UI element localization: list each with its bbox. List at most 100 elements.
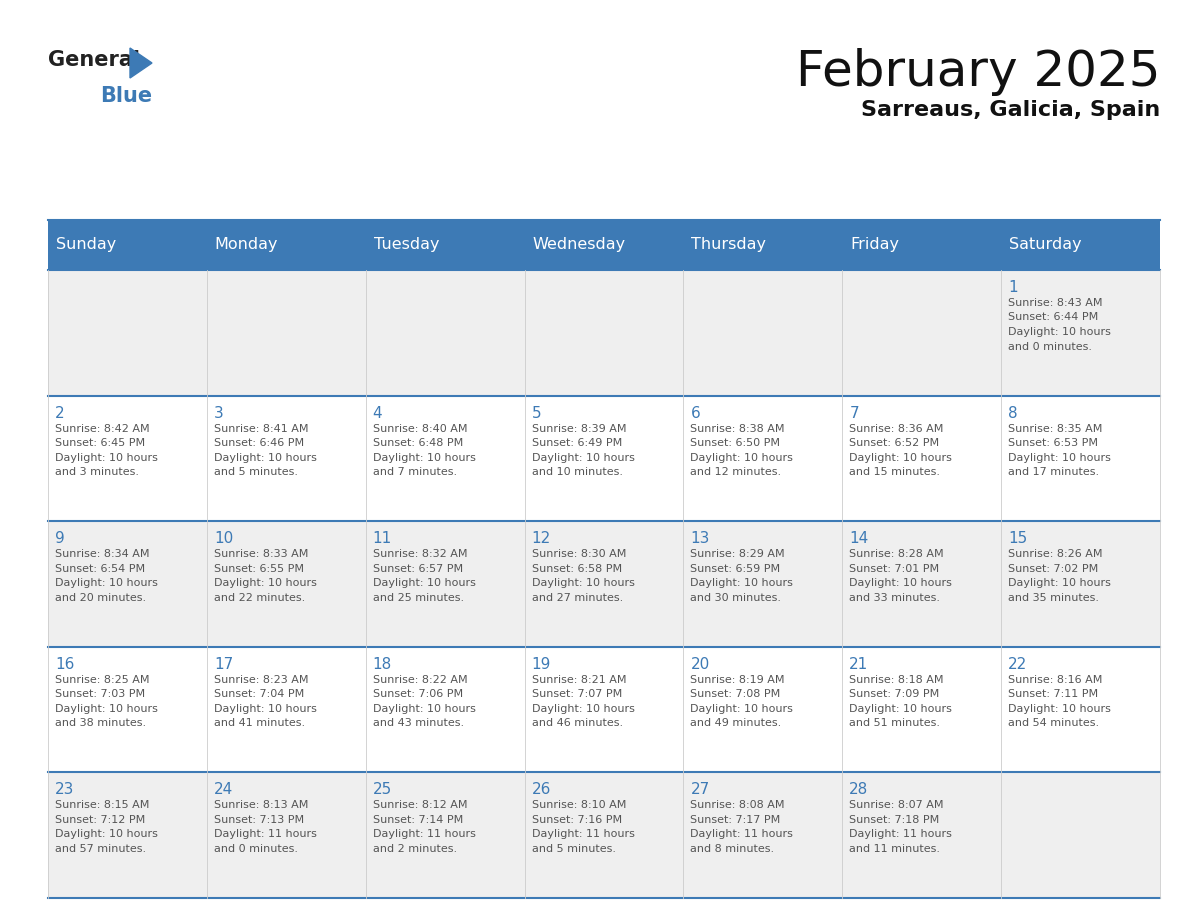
Text: and 7 minutes.: and 7 minutes. (373, 467, 457, 477)
Text: 17: 17 (214, 656, 233, 672)
Text: Sunrise: 8:28 AM: Sunrise: 8:28 AM (849, 549, 944, 559)
Text: Sunrise: 8:22 AM: Sunrise: 8:22 AM (373, 675, 467, 685)
Text: Daylight: 10 hours: Daylight: 10 hours (55, 829, 158, 839)
Text: Sunset: 6:55 PM: Sunset: 6:55 PM (214, 564, 304, 574)
Bar (525, 220, 683, 270)
Text: Sunrise: 8:23 AM: Sunrise: 8:23 AM (214, 675, 309, 685)
Text: Sunset: 6:52 PM: Sunset: 6:52 PM (849, 438, 940, 448)
Text: 6: 6 (690, 406, 700, 420)
Text: and 43 minutes.: and 43 minutes. (373, 718, 463, 728)
Text: Sunset: 7:17 PM: Sunset: 7:17 PM (690, 815, 781, 825)
Text: Daylight: 11 hours: Daylight: 11 hours (531, 829, 634, 839)
Text: 20: 20 (690, 656, 709, 672)
Text: Daylight: 10 hours: Daylight: 10 hours (373, 578, 475, 588)
Text: General: General (48, 50, 140, 70)
Text: and 49 minutes.: and 49 minutes. (690, 718, 782, 728)
Text: Sunset: 6:49 PM: Sunset: 6:49 PM (531, 438, 621, 448)
Text: 25: 25 (373, 782, 392, 798)
Bar (1001, 220, 1159, 270)
Text: Sunrise: 8:36 AM: Sunrise: 8:36 AM (849, 423, 943, 433)
Text: Sunset: 7:04 PM: Sunset: 7:04 PM (214, 689, 304, 700)
Text: Sunset: 6:44 PM: Sunset: 6:44 PM (1009, 312, 1099, 322)
Text: Sunrise: 8:26 AM: Sunrise: 8:26 AM (1009, 549, 1102, 559)
Text: Daylight: 10 hours: Daylight: 10 hours (690, 704, 794, 714)
Text: Sunrise: 8:21 AM: Sunrise: 8:21 AM (531, 675, 626, 685)
Text: Sunrise: 8:32 AM: Sunrise: 8:32 AM (373, 549, 467, 559)
Text: 28: 28 (849, 782, 868, 798)
Text: Sunset: 7:18 PM: Sunset: 7:18 PM (849, 815, 940, 825)
Text: and 54 minutes.: and 54 minutes. (1009, 718, 1099, 728)
Text: Daylight: 10 hours: Daylight: 10 hours (214, 453, 317, 463)
Text: 14: 14 (849, 532, 868, 546)
Text: Sunrise: 8:33 AM: Sunrise: 8:33 AM (214, 549, 308, 559)
Text: Sunrise: 8:38 AM: Sunrise: 8:38 AM (690, 423, 785, 433)
Text: and 0 minutes.: and 0 minutes. (1009, 341, 1092, 352)
Text: Daylight: 10 hours: Daylight: 10 hours (531, 704, 634, 714)
Text: Daylight: 11 hours: Daylight: 11 hours (690, 829, 794, 839)
Text: and 2 minutes.: and 2 minutes. (373, 844, 457, 854)
Text: Sunset: 6:48 PM: Sunset: 6:48 PM (373, 438, 463, 448)
Bar (48, 270, 1159, 396)
Text: 24: 24 (214, 782, 233, 798)
Text: Daylight: 10 hours: Daylight: 10 hours (55, 704, 158, 714)
Text: Sunrise: 8:19 AM: Sunrise: 8:19 AM (690, 675, 785, 685)
Text: 16: 16 (55, 656, 75, 672)
Text: Sunrise: 8:43 AM: Sunrise: 8:43 AM (1009, 298, 1102, 308)
Text: Sunrise: 8:18 AM: Sunrise: 8:18 AM (849, 675, 943, 685)
Text: Sunset: 7:06 PM: Sunset: 7:06 PM (373, 689, 463, 700)
Text: 9: 9 (55, 532, 65, 546)
Text: 4: 4 (373, 406, 383, 420)
Text: Daylight: 10 hours: Daylight: 10 hours (214, 578, 317, 588)
Text: Sunrise: 8:25 AM: Sunrise: 8:25 AM (55, 675, 150, 685)
Bar (683, 220, 842, 270)
Text: Friday: Friday (851, 238, 899, 252)
Text: Sunrise: 8:42 AM: Sunrise: 8:42 AM (55, 423, 150, 433)
Text: Sunrise: 8:15 AM: Sunrise: 8:15 AM (55, 800, 150, 811)
Text: 10: 10 (214, 532, 233, 546)
Text: Sunrise: 8:07 AM: Sunrise: 8:07 AM (849, 800, 943, 811)
Text: and 25 minutes.: and 25 minutes. (373, 593, 463, 603)
Text: and 15 minutes.: and 15 minutes. (849, 467, 940, 477)
Text: Sunrise: 8:29 AM: Sunrise: 8:29 AM (690, 549, 785, 559)
Text: Daylight: 10 hours: Daylight: 10 hours (849, 704, 952, 714)
Text: 5: 5 (531, 406, 542, 420)
Text: and 12 minutes.: and 12 minutes. (690, 467, 782, 477)
Text: Blue: Blue (100, 86, 152, 106)
Text: Monday: Monday (215, 238, 278, 252)
Text: and 51 minutes.: and 51 minutes. (849, 718, 940, 728)
Text: and 57 minutes.: and 57 minutes. (55, 844, 146, 854)
Text: Daylight: 10 hours: Daylight: 10 hours (690, 578, 794, 588)
Text: and 8 minutes.: and 8 minutes. (690, 844, 775, 854)
Text: 22: 22 (1009, 656, 1028, 672)
Text: and 5 minutes.: and 5 minutes. (531, 844, 615, 854)
Text: and 30 minutes.: and 30 minutes. (690, 593, 782, 603)
Text: Sunset: 7:14 PM: Sunset: 7:14 PM (373, 815, 463, 825)
Text: Wednesday: Wednesday (532, 238, 626, 252)
Bar (366, 220, 525, 270)
Bar (48, 220, 207, 270)
Text: 13: 13 (690, 532, 709, 546)
Text: Sunday: Sunday (56, 238, 116, 252)
Text: Thursday: Thursday (691, 238, 766, 252)
Text: and 38 minutes.: and 38 minutes. (55, 718, 146, 728)
Text: Daylight: 11 hours: Daylight: 11 hours (214, 829, 317, 839)
Text: Daylight: 10 hours: Daylight: 10 hours (55, 578, 158, 588)
Text: 23: 23 (55, 782, 75, 798)
Text: Daylight: 10 hours: Daylight: 10 hours (1009, 327, 1111, 337)
Text: 2: 2 (55, 406, 64, 420)
Text: Sunset: 6:54 PM: Sunset: 6:54 PM (55, 564, 145, 574)
Text: Sunrise: 8:16 AM: Sunrise: 8:16 AM (1009, 675, 1102, 685)
Text: 19: 19 (531, 656, 551, 672)
Text: Sunset: 6:46 PM: Sunset: 6:46 PM (214, 438, 304, 448)
Text: and 35 minutes.: and 35 minutes. (1009, 593, 1099, 603)
Text: Sunset: 6:45 PM: Sunset: 6:45 PM (55, 438, 145, 448)
Text: 15: 15 (1009, 532, 1028, 546)
Bar (48, 772, 1159, 898)
Bar (48, 396, 1159, 521)
Text: Daylight: 10 hours: Daylight: 10 hours (690, 453, 794, 463)
Text: Sunrise: 8:35 AM: Sunrise: 8:35 AM (1009, 423, 1102, 433)
Text: and 33 minutes.: and 33 minutes. (849, 593, 940, 603)
Bar (207, 220, 366, 270)
Text: Sunset: 7:08 PM: Sunset: 7:08 PM (690, 689, 781, 700)
Bar (842, 220, 1001, 270)
